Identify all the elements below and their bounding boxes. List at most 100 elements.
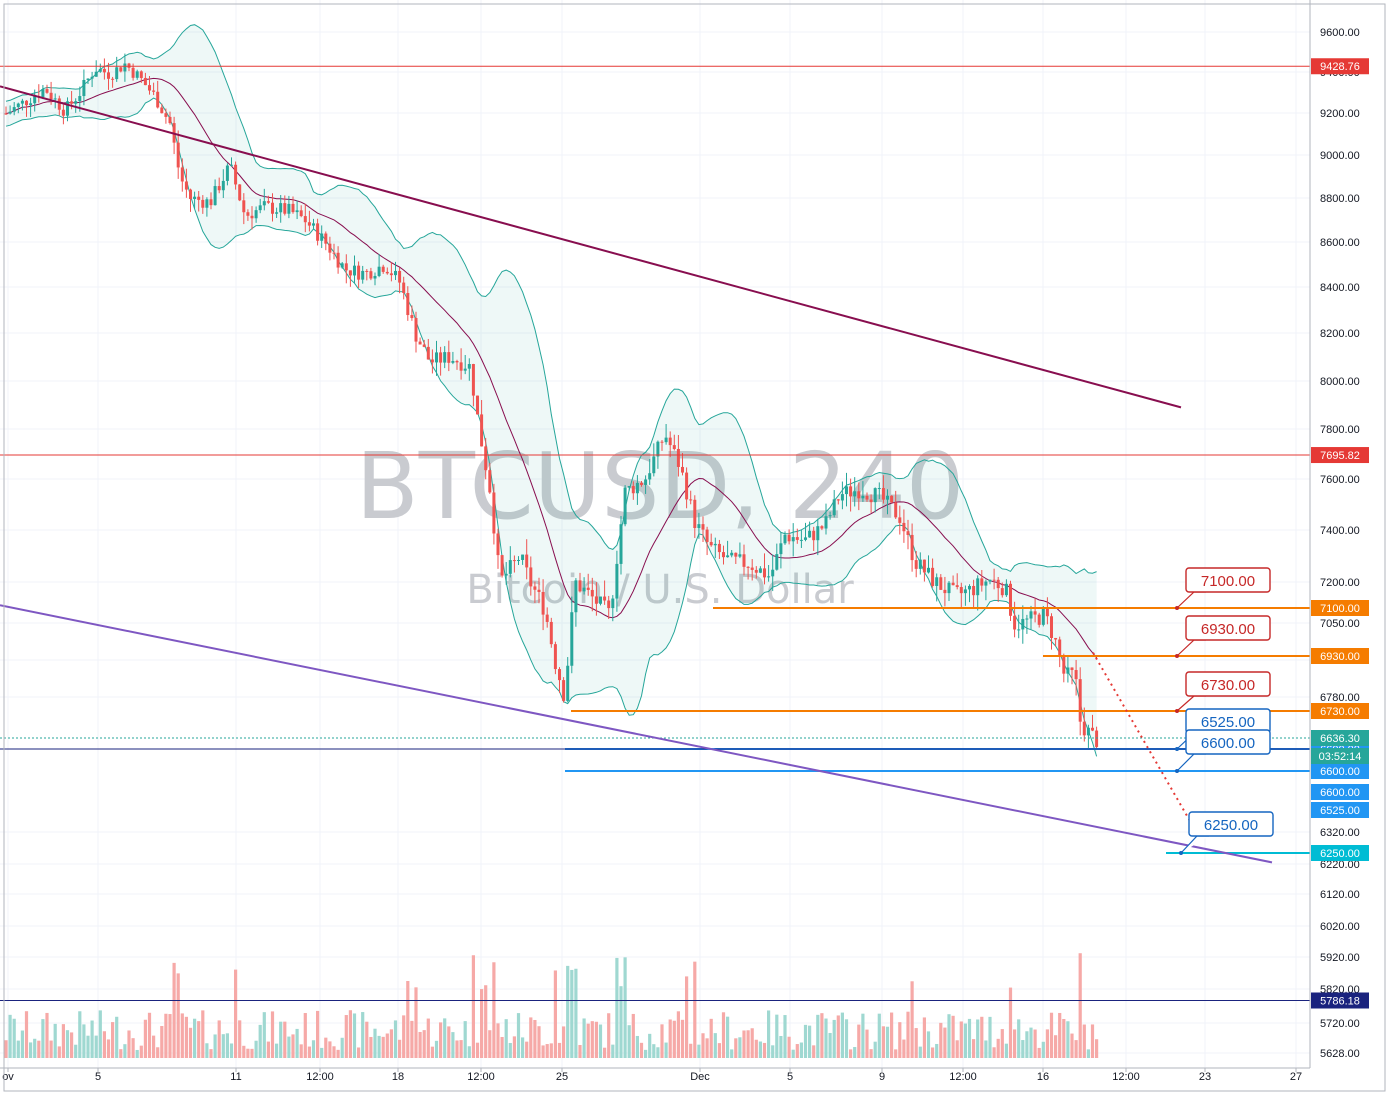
candle-body xyxy=(574,580,578,613)
x-axis[interactable]: ov 5 11 12:00 18 12:00 25 Dec 5 9 12:00 16 12:00 23 27 xyxy=(0,1067,1310,1083)
x-tick-label: 5 xyxy=(787,1071,793,1083)
callout-box[interactable] xyxy=(1185,729,1271,755)
candle-body xyxy=(205,199,209,208)
callout-box[interactable] xyxy=(1185,615,1271,641)
candle-body xyxy=(644,479,648,485)
candle-body xyxy=(107,72,110,79)
candle-body xyxy=(189,189,192,200)
volume-bar xyxy=(439,1022,443,1058)
candle-body xyxy=(553,644,557,670)
volume-bar xyxy=(1054,1035,1058,1058)
candle-body xyxy=(78,96,82,102)
callout-box[interactable] xyxy=(1185,567,1271,593)
candle-body xyxy=(783,534,787,544)
volume-bar xyxy=(939,1022,943,1058)
price-callouts[interactable]: 7100.00 6930.00 6730.00 6525.00 6600.00 6250.… xyxy=(1175,567,1274,855)
candle-body xyxy=(635,482,639,494)
candle-body xyxy=(66,101,69,116)
candle-body xyxy=(377,266,381,276)
volume-bar xyxy=(656,1047,660,1058)
volume-bar xyxy=(357,1047,361,1058)
candle-body xyxy=(373,275,377,279)
volume-bar xyxy=(566,965,570,1058)
candle-body xyxy=(685,472,689,500)
volume-bar xyxy=(828,1032,832,1058)
candle-body xyxy=(627,486,631,488)
volume-bar xyxy=(475,1042,480,1058)
trendline[interactable] xyxy=(0,604,1273,864)
candle-body xyxy=(61,109,65,116)
candle-body xyxy=(168,116,172,124)
candle-body xyxy=(676,448,680,467)
volume-bar xyxy=(94,1035,98,1058)
candle-body xyxy=(33,96,37,104)
volume-bar xyxy=(586,1023,590,1058)
y-axis-background xyxy=(1310,0,1389,1068)
volume-bar xyxy=(418,1031,422,1058)
volume-bar xyxy=(414,987,418,1058)
volume-bar xyxy=(20,1030,24,1058)
candle-body xyxy=(599,596,602,604)
volume-bar xyxy=(398,1039,402,1058)
candle-body xyxy=(209,199,213,206)
candle-body xyxy=(193,196,197,200)
volume-bar xyxy=(717,1043,721,1058)
candle-body xyxy=(135,71,139,78)
y-tick-label: 5920.00 xyxy=(1320,952,1360,964)
candle-body xyxy=(4,113,8,115)
candle-body xyxy=(873,488,877,503)
candle-body xyxy=(512,560,516,562)
trendline[interactable] xyxy=(0,85,1182,409)
level-label: 6250.00 xyxy=(1320,848,1360,860)
volume-bar xyxy=(537,1026,541,1058)
volume-bar xyxy=(365,1021,369,1058)
x-tick-label: 12:00 xyxy=(306,1071,334,1083)
volume-bar xyxy=(570,969,574,1058)
volume-bar xyxy=(562,1026,566,1058)
callout-text: 6525.00 xyxy=(1201,714,1255,731)
price-label-bg xyxy=(1311,784,1369,800)
candle-body xyxy=(381,266,385,272)
candle-body xyxy=(303,216,307,223)
volume-bar xyxy=(373,1028,377,1058)
volume-bar xyxy=(131,1038,135,1058)
callout-box[interactable] xyxy=(1188,811,1274,837)
volume-bar xyxy=(316,1010,320,1058)
y-tick-label: 7400.00 xyxy=(1320,525,1360,537)
volume-bar xyxy=(156,1047,160,1058)
callout-box[interactable] xyxy=(1185,671,1271,697)
volume-bar xyxy=(430,1046,434,1058)
candle-body xyxy=(615,563,619,599)
volume-bar xyxy=(484,985,488,1058)
level-label: 7100.00 xyxy=(1320,603,1360,615)
volume-bar xyxy=(275,1043,279,1058)
volume-bar xyxy=(123,1044,127,1058)
volume-bar xyxy=(402,1015,406,1058)
candle-body xyxy=(246,212,250,216)
volume-bar xyxy=(139,1045,143,1058)
candle-body xyxy=(968,585,971,590)
volume-bar xyxy=(963,1023,967,1058)
candle-body xyxy=(918,559,922,569)
candle-body xyxy=(722,552,725,558)
candle-body xyxy=(746,566,750,568)
level-label: 6730.00 xyxy=(1320,706,1360,718)
volume-bar xyxy=(164,1013,168,1058)
candle-body xyxy=(775,554,779,570)
volume-bar xyxy=(221,1034,225,1058)
y-tick-label: 9200.00 xyxy=(1320,108,1360,120)
candle-body xyxy=(98,68,102,72)
volume-bar xyxy=(816,1014,820,1058)
candle-body xyxy=(713,543,717,546)
trendlines[interactable] xyxy=(0,85,1273,864)
y-axis[interactable]: 9600.009400.009200.009000.008800.008600.… xyxy=(1309,0,1389,1068)
volume-bar xyxy=(217,1020,221,1058)
volume-bar xyxy=(1070,1033,1074,1058)
candle-body xyxy=(894,502,898,518)
candle-body xyxy=(1095,730,1099,747)
volume-bar xyxy=(639,1042,644,1058)
candle-body xyxy=(402,282,406,294)
horizontal-line-label: 9428.76 xyxy=(1320,61,1360,73)
y-tick-label: 8400.00 xyxy=(1320,282,1360,294)
